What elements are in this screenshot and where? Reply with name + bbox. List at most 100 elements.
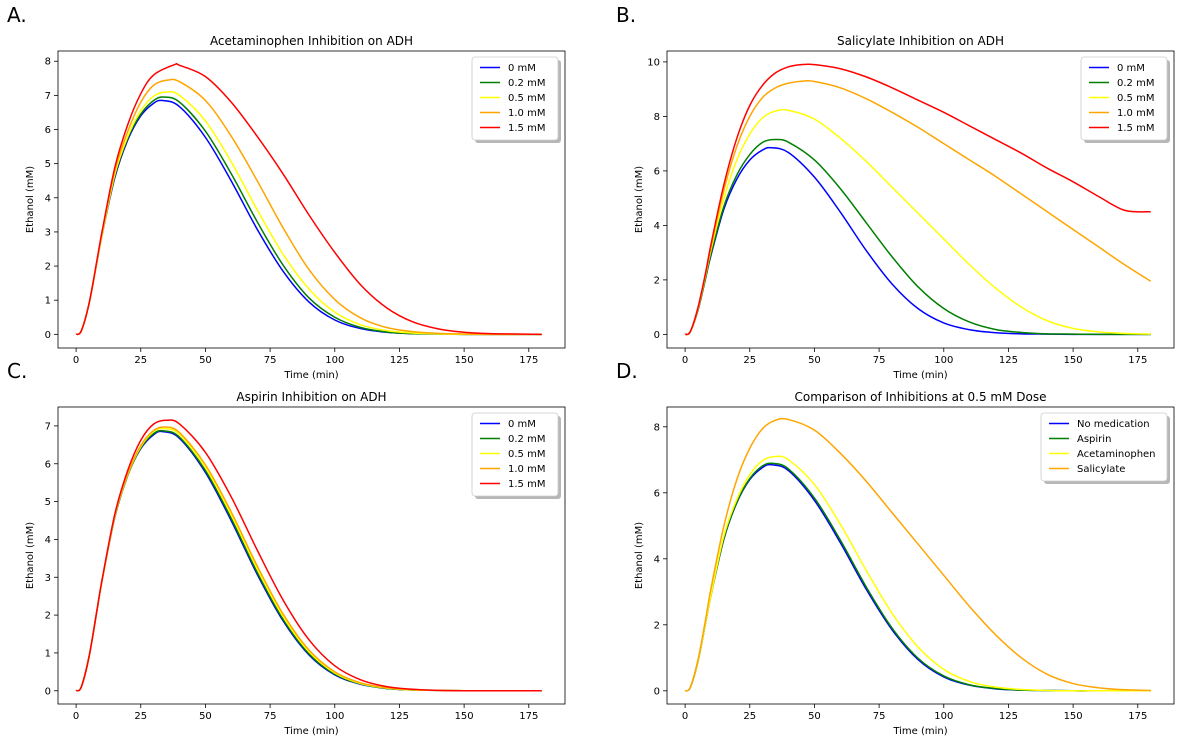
x-axis-label: Time (min) xyxy=(892,370,947,381)
y-tick-label: 6 xyxy=(654,166,660,177)
y-tick-label: 10 xyxy=(647,57,660,68)
x-axis-label: Time (min) xyxy=(283,726,338,737)
y-tick-label: 0 xyxy=(45,686,51,697)
series-line-3 xyxy=(684,417,1151,692)
series-line-2 xyxy=(684,455,1151,692)
x-tick-label: 50 xyxy=(808,711,821,722)
x-tick-label: 125 xyxy=(999,355,1018,366)
y-tick-label: 4 xyxy=(45,193,51,204)
x-tick-label: 100 xyxy=(934,355,953,366)
y-tick-label: 4 xyxy=(654,554,660,565)
y-tick-label: 8 xyxy=(654,422,660,433)
x-tick-label: 125 xyxy=(999,711,1018,722)
legend-entry: 1.0 mM xyxy=(508,108,545,119)
legend: No medication Aspirin Acetaminophen Salicyl… xyxy=(1040,412,1170,484)
y-tick-label: 7 xyxy=(45,91,51,102)
x-tick-label: 75 xyxy=(873,355,886,366)
legend-entry: 0.5 mM xyxy=(508,449,545,460)
series-line-4 xyxy=(75,419,542,692)
panel-a: A. Acetaminophen Inhibition on ADH 0 25 50 75… xyxy=(7,3,566,381)
legend-entry: Acetaminophen xyxy=(1077,449,1156,460)
series-line-1 xyxy=(684,462,1151,692)
x-tick-label: 50 xyxy=(808,355,821,366)
legend-entry: 0 mM xyxy=(508,419,536,430)
legend-entry: 0.5 mM xyxy=(1117,93,1154,104)
legend-entry: No medication xyxy=(1077,419,1150,430)
legend-box xyxy=(471,56,559,141)
x-axis-label: Time (min) xyxy=(892,726,947,737)
axes-frame xyxy=(57,50,566,349)
axes-frame xyxy=(666,50,1175,349)
legend-entry: 0.2 mM xyxy=(508,78,545,89)
x-tick-label: 100 xyxy=(325,711,344,722)
legend-entry: 1.5 mM xyxy=(508,479,545,490)
x-tick-label: 175 xyxy=(1128,355,1147,366)
legend-entry: Salicylate xyxy=(1077,464,1125,475)
x-tick-label: 150 xyxy=(1064,355,1083,366)
legend-box xyxy=(1040,412,1168,482)
x-tick-label: 25 xyxy=(743,355,756,366)
legend-box xyxy=(471,412,559,497)
series-line-4 xyxy=(684,63,1151,336)
x-tick-label: 25 xyxy=(743,711,756,722)
y-tick-label: 3 xyxy=(45,573,51,584)
legend-entry: Aspirin xyxy=(1077,434,1111,445)
x-tick-label: 25 xyxy=(134,355,147,366)
y-tick-label: 7 xyxy=(45,421,51,432)
y-axis-label: Ethanol (mM) xyxy=(25,522,36,589)
x-tick-label: 150 xyxy=(1064,711,1083,722)
axes-frame xyxy=(57,406,566,705)
y-axis-label: Ethanol (mM) xyxy=(25,166,36,233)
y-tick-label: 8 xyxy=(654,112,660,123)
y-tick-label: 6 xyxy=(45,459,51,470)
x-tick-label: 75 xyxy=(264,355,277,366)
y-tick-label: 2 xyxy=(654,275,660,286)
x-tick-label: 175 xyxy=(1128,711,1147,722)
y-tick-label: 1 xyxy=(45,296,51,307)
panel-letter: A. xyxy=(7,3,27,27)
x-tick-label: 125 xyxy=(390,355,409,366)
y-tick-label: 0 xyxy=(654,686,660,697)
y-tick-label: 0 xyxy=(45,330,51,341)
legend-entry: 0.2 mM xyxy=(1117,78,1154,89)
series-lines xyxy=(684,63,1152,336)
chart-title: Acetaminophen Inhibition on ADH xyxy=(210,34,413,48)
chart-title: Comparison of Inhibitions at 0.5 mM Dose xyxy=(795,390,1047,404)
chart-title: Aspirin Inhibition on ADH xyxy=(236,390,386,404)
series-lines xyxy=(75,419,542,692)
legend-entry: 0.5 mM xyxy=(508,93,545,104)
chart-title: Salicylate Inhibition on ADH xyxy=(837,34,1004,48)
legend-entry: 1.5 mM xyxy=(508,123,545,134)
x-tick-label: 0 xyxy=(682,355,688,366)
x-tick-label: 175 xyxy=(519,355,538,366)
y-tick-label: 2 xyxy=(654,620,660,631)
legend: 0 mM 0.2 mM 0.5 mM 1.0 mM 1.5 mM xyxy=(1080,56,1170,143)
x-tick-label: 50 xyxy=(199,355,212,366)
y-axis-label: Ethanol (mM) xyxy=(634,522,645,589)
legend-box xyxy=(1080,56,1168,141)
x-tick-label: 0 xyxy=(682,711,688,722)
x-axis-label: Time (min) xyxy=(283,370,338,381)
x-tick-label: 100 xyxy=(325,355,344,366)
x-tick-label: 25 xyxy=(134,711,147,722)
y-tick-label: 2 xyxy=(45,611,51,622)
legend-entry: 0 mM xyxy=(1117,63,1145,74)
x-tick-label: 75 xyxy=(873,711,886,722)
y-tick-label: 0 xyxy=(654,330,660,341)
series-line-2 xyxy=(684,108,1151,336)
y-tick-label: 8 xyxy=(45,57,51,68)
legend: 0 mM 0.2 mM 0.5 mM 1.0 mM 1.5 mM xyxy=(471,412,561,499)
series-lines xyxy=(75,62,542,336)
legend-entry: 1.0 mM xyxy=(508,464,545,475)
y-tick-label: 2 xyxy=(45,262,51,273)
y-tick-label: 5 xyxy=(45,497,51,508)
y-axis-label: Ethanol (mM) xyxy=(634,166,645,233)
series-line-0 xyxy=(684,463,1151,692)
x-tick-label: 100 xyxy=(934,711,953,722)
y-tick-label: 6 xyxy=(45,125,51,136)
series-line-0 xyxy=(684,146,1151,336)
legend-entry: 0.2 mM xyxy=(508,434,545,445)
